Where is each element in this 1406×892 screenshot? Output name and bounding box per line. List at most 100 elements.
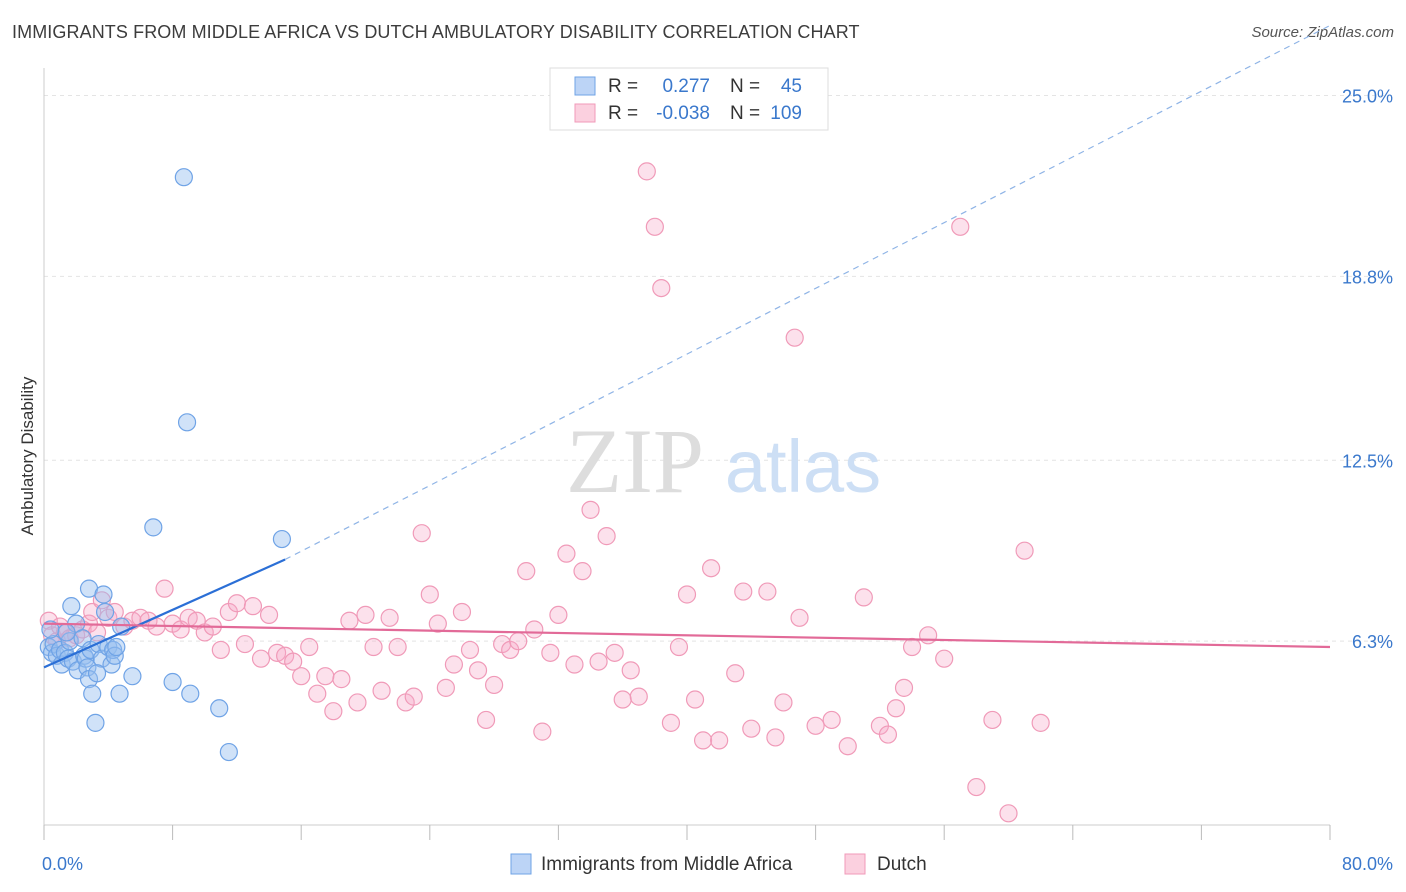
point-pink-19 [155,579,174,598]
point-pink-111 [785,328,804,347]
x-tick-label-0: 0.0% [42,854,83,874]
point-pink-96 [806,716,825,735]
stats-r-label-1: R = [608,103,638,124]
axes [43,68,1331,840]
stats-n-label-0: N = [730,76,760,97]
y-tick-label-3: 25.0% [1342,87,1393,107]
data-points [39,162,1050,823]
point-pink-105 [935,649,954,668]
trend-line-pink [43,622,1331,649]
point-pink-68 [549,605,568,625]
point-pink-41 [332,670,351,689]
point-pink-39 [316,667,335,686]
point-pink-90 [734,582,753,601]
point-blue-37 [177,413,197,432]
point-pink-47 [380,608,399,627]
point-pink-109 [1015,541,1034,560]
point-pink-84 [677,585,697,604]
point-pink-54 [436,678,455,697]
point-pink-107 [967,777,986,797]
legend-swatch-blue [510,853,532,875]
legend: Immigrants from Middle Africa Dutch [510,853,927,875]
point-blue-34 [144,518,163,537]
point-pink-60 [485,675,504,695]
grid [44,95,1395,642]
watermark-zip: ZIP [566,410,704,512]
point-pink-70 [565,655,584,674]
point-blue-36 [174,168,193,187]
point-pink-45 [364,637,383,657]
stats-swatch-pink [574,103,596,123]
point-pink-44 [356,605,375,625]
point-pink-95 [790,608,809,627]
point-pink-42 [340,611,359,630]
point-pink-88 [710,731,729,750]
point-pink-73 [589,652,608,671]
point-pink-67 [541,643,560,662]
stats-swatch-blue [574,76,596,96]
point-pink-57 [460,640,480,660]
stats-box: R = 0.277 N = 45 R = -0.038 N = 109 [549,67,829,131]
point-pink-51 [412,524,431,543]
point-blue-20 [83,684,102,703]
point-blue-31 [110,684,129,703]
point-pink-74 [597,527,616,546]
point-blue-43 [57,623,76,642]
point-pink-52 [420,585,439,604]
point-pink-110 [1031,713,1050,732]
point-blue-21 [86,713,105,732]
point-pink-9 [83,602,102,622]
stats-n-value-1: 109 [770,103,802,124]
point-pink-30 [243,597,263,616]
point-pink-53 [428,614,447,633]
point-pink-69 [557,544,576,563]
point-pink-64 [517,562,536,581]
source-label: Source: ZipAtlas.com [1251,24,1394,41]
point-pink-35 [284,652,303,671]
point-blue-16 [78,658,97,677]
point-blue-44 [87,664,107,683]
point-blue-35 [163,672,182,692]
point-pink-104 [902,637,922,657]
legend-swatch-pink [844,853,866,875]
point-blue-25 [95,602,115,622]
point-pink-46 [372,681,391,700]
point-pink-101 [878,725,898,744]
point-pink-106 [951,217,970,236]
x-tick-label-1: 80.0% [1342,854,1393,874]
point-pink-85 [685,690,705,709]
stats-r-value-0: 0.277 [662,76,710,97]
point-pink-36 [292,667,311,686]
point-pink-38 [308,684,327,703]
point-pink-63 [509,632,528,651]
point-pink-40 [324,702,343,721]
point-pink-78 [629,687,648,706]
point-pink-50 [404,687,423,706]
point-pink-97 [822,710,841,730]
point-pink-81 [652,278,671,298]
point-pink-86 [693,731,713,750]
point-pink-98 [838,737,857,756]
chart-title: IMMIGRANTS FROM MIDDLE AFRICA VS DUTCH A… [12,22,860,42]
point-pink-66 [533,722,552,741]
point-pink-108 [983,710,1002,730]
point-pink-77 [621,661,640,680]
y-tick-label-0: 6.3% [1352,632,1393,652]
point-blue-24 [94,585,113,604]
point-pink-59 [476,710,496,730]
point-blue-33 [123,667,142,686]
point-pink-102 [886,699,906,718]
point-pink-92 [758,582,777,601]
point-pink-112 [999,804,1018,823]
point-pink-28 [227,594,246,613]
legend-label-pink: Dutch [877,854,927,875]
point-blue-41 [272,529,292,549]
point-pink-91 [742,719,761,738]
stats-n-value-0: 45 [781,76,802,97]
point-pink-72 [581,500,600,519]
point-pink-89 [726,664,745,683]
watermark-atlas: atlas [725,425,881,508]
point-pink-93 [766,728,785,747]
tick-labels: 6.3% 12.5% 18.8% 25.0% 0.0% 80.0% [42,87,1393,874]
point-pink-37 [300,637,319,657]
